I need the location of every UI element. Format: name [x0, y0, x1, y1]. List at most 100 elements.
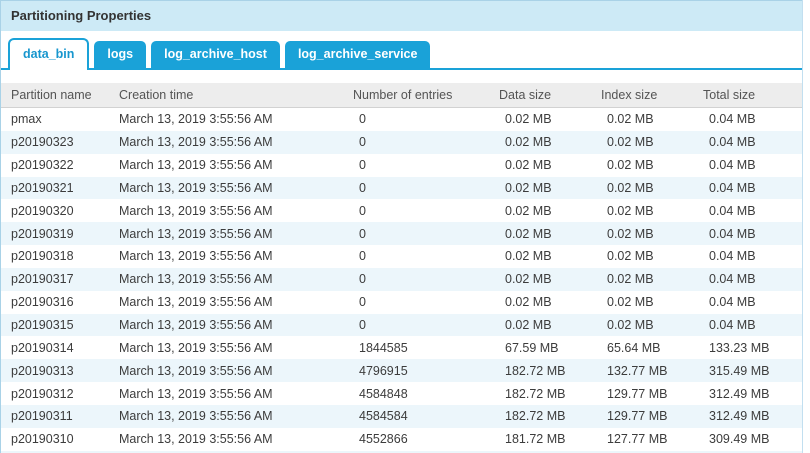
table-cell: 0.02 MB — [607, 112, 654, 127]
table-row: p20190311 March 13, 2019 3:55:56 AM 458458… — [1, 404, 802, 428]
table-cell: 0.02 MB — [607, 158, 654, 173]
table-cell: 309.49 MB — [709, 432, 770, 447]
table-cell: 129.77 MB — [607, 409, 668, 424]
table-cell: 0.02 MB — [607, 318, 654, 333]
table-cell: p20190316 — [11, 295, 74, 310]
table-cell: 1844585 — [359, 340, 408, 355]
table-cell: 181.72 MB — [505, 432, 566, 447]
table-cell: 0 — [359, 249, 366, 264]
tab-log_archive_service[interactable]: log_archive_service — [284, 41, 431, 68]
table-cell: 0 — [359, 158, 366, 173]
table-cell: March 13, 2019 3:55:56 AM — [119, 158, 273, 173]
table-cell: p20190322 — [11, 158, 74, 173]
table-cell: 0.02 MB — [505, 135, 552, 150]
tab-underline — [1, 68, 802, 70]
table-cell: 312.49 MB — [709, 409, 770, 424]
table-cell: p20190319 — [11, 226, 74, 241]
tab-log_archive_host[interactable]: log_archive_host — [151, 41, 280, 68]
table-cell: March 13, 2019 3:55:56 AM — [119, 112, 273, 127]
table-cell: p20190310 — [11, 432, 74, 447]
table-row: p20190315 March 13, 2019 3:55:56 AM 0 0.02 … — [1, 313, 802, 337]
table-cell: 0 — [359, 272, 366, 287]
table-row: p20190320 March 13, 2019 3:55:56 AM 0 0.02 … — [1, 199, 802, 222]
table-row: p20190313 March 13, 2019 3:55:56 AM 479691… — [1, 359, 802, 383]
table-cell: 0.02 MB — [505, 249, 552, 264]
table-cell: 67.59 MB — [505, 340, 559, 355]
tab-data_bin[interactable]: data_bin — [8, 38, 90, 70]
column-header: Total size — [693, 83, 802, 108]
table-cell: 0.02 MB — [505, 158, 552, 173]
table-cell: 0 — [359, 203, 366, 218]
spacer — [1, 70, 802, 83]
tab-label: log_archive_service — [297, 47, 418, 61]
table-cell: 129.77 MB — [607, 386, 668, 401]
table-row: p20190314 March 13, 2019 3:55:56 AM 184458… — [1, 336, 802, 359]
table-cell: 0.04 MB — [709, 318, 756, 333]
tab-label: logs — [107, 47, 134, 61]
table-cell: 0.04 MB — [709, 112, 756, 127]
table-cell: 182.72 MB — [505, 363, 566, 378]
table-cell: 0.02 MB — [505, 203, 552, 218]
table-row: p20190322 March 13, 2019 3:55:56 AM 0 0.02 … — [1, 154, 802, 177]
table-cell: March 13, 2019 3:55:56 AM — [119, 272, 273, 287]
table-cell: 0 — [359, 318, 366, 333]
tab-label: data_bin — [23, 47, 75, 61]
table-cell: 0.04 MB — [709, 249, 756, 264]
table-cell: 0.02 MB — [607, 203, 654, 218]
table-cell: 0.02 MB — [505, 226, 552, 241]
table-cell: March 13, 2019 3:55:56 AM — [119, 203, 273, 218]
table-cell: p20190317 — [11, 272, 74, 287]
table-cell: 0.04 MB — [709, 272, 756, 287]
table-cell: 0.04 MB — [709, 203, 756, 218]
table-cell: 4552866 — [359, 432, 408, 447]
table-cell: pmax — [11, 112, 42, 127]
table-cell: March 13, 2019 3:55:56 AM — [119, 363, 273, 378]
table-cell: March 13, 2019 3:55:56 AM — [119, 180, 273, 195]
table-cell: 0.04 MB — [709, 180, 756, 195]
table-cell: 312.49 MB — [709, 386, 770, 401]
tab-bar: data_bin logs log_archive_host log_archive_… — [1, 31, 802, 70]
table-cell: March 13, 2019 3:55:56 AM — [119, 432, 273, 447]
table-cell: 133.23 MB — [709, 340, 770, 355]
table-cell: p20190315 — [11, 318, 74, 333]
table-cell: 0 — [359, 295, 366, 310]
table-cell: 315.49 MB — [709, 363, 770, 378]
table-cell: 0 — [359, 112, 366, 127]
table-cell: p20190323 — [11, 135, 74, 150]
table-cell: March 13, 2019 3:55:56 AM — [119, 135, 273, 150]
table-cell: 0 — [359, 180, 366, 195]
table-row: p20190317 March 13, 2019 3:55:56 AM 0 0.02 … — [1, 267, 802, 291]
table-cell: p20190321 — [11, 180, 74, 195]
table-cell: March 13, 2019 3:55:56 AM — [119, 340, 273, 355]
table-row: p20190323 March 13, 2019 3:55:56 AM 0 0.02 … — [1, 130, 802, 154]
table-cell: 4796915 — [359, 363, 408, 378]
column-header: Number of entries — [343, 83, 489, 108]
table-row: p20190312 March 13, 2019 3:55:56 AM 458484… — [1, 382, 802, 405]
table-cell: 182.72 MB — [505, 409, 566, 424]
column-header: Partition name — [1, 83, 109, 108]
table-cell: 0.04 MB — [709, 226, 756, 241]
table-row: pmax March 13, 2019 3:55:56 AM 0 0.02 MB 0.0… — [1, 108, 802, 131]
table-cell: 182.72 MB — [505, 386, 566, 401]
column-header: Data size — [489, 83, 591, 108]
table-cell: 4584848 — [359, 386, 408, 401]
table-cell: March 13, 2019 3:55:56 AM — [119, 386, 273, 401]
panel-title: Partitioning Properties — [1, 0, 802, 31]
table-cell: 0.02 MB — [607, 272, 654, 287]
table-cell: 0.04 MB — [709, 295, 756, 310]
table-cell: 0.02 MB — [505, 112, 552, 127]
table-cell: 0.02 MB — [505, 318, 552, 333]
column-header: Creation time — [109, 83, 343, 108]
table-cell: 0.02 MB — [505, 180, 552, 195]
tab-logs[interactable]: logs — [94, 41, 147, 68]
table-cell: p20190313 — [11, 363, 74, 378]
table-cell: 0.04 MB — [709, 135, 756, 150]
table-cell: 0.02 MB — [607, 226, 654, 241]
table-cell: 127.77 MB — [607, 432, 668, 447]
table-row: p20190310 March 13, 2019 3:55:56 AM 455286… — [1, 428, 802, 451]
table-cell: p20190312 — [11, 386, 74, 401]
table-row: p20190318 March 13, 2019 3:55:56 AM 0 0.02 … — [1, 245, 802, 268]
table-cell: p20190320 — [11, 203, 74, 218]
table-cell: 0.04 MB — [709, 158, 756, 173]
